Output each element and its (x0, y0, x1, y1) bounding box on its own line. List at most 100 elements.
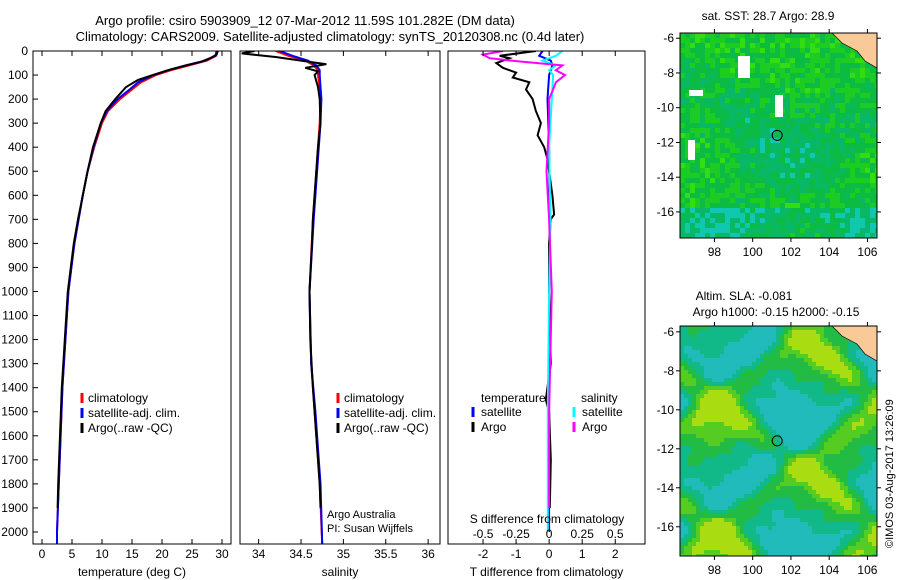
heatmap-cell (720, 68, 725, 73)
heatmap-cell (752, 334, 756, 338)
heatmap-cell (840, 538, 844, 542)
heatmap-cell (736, 542, 740, 546)
series-argo-raw-qc- (241, 51, 327, 508)
heatmap-cell (684, 398, 688, 402)
heatmap-cell (730, 53, 735, 58)
heatmap-cell (872, 514, 876, 518)
heatmap-cell (740, 193, 745, 198)
heatmap-cell (796, 366, 800, 370)
heatmap-cell (725, 83, 730, 88)
heatmap-cell (715, 148, 720, 153)
heatmap-cell (708, 426, 712, 430)
heatmap-cell (780, 490, 784, 494)
heatmap-cell (760, 223, 765, 228)
heatmap-cell (720, 58, 725, 63)
heatmap-cell (796, 358, 800, 362)
heatmap-cell (812, 470, 816, 474)
heatmap-cell (845, 73, 850, 78)
heatmap-cell (865, 183, 870, 188)
heatmap-cell (820, 394, 824, 398)
heatmap-cell (710, 78, 715, 83)
heatmap-cell (744, 442, 748, 446)
heatmap-cell (800, 430, 804, 434)
heatmap-cell (700, 148, 705, 153)
heatmap-cell (804, 446, 808, 450)
heatmap-cell (824, 334, 828, 338)
heatmap-cell (728, 414, 732, 418)
heatmap-cell (784, 466, 788, 470)
heatmap-cell (785, 93, 790, 98)
heatmap-cell (745, 188, 750, 193)
heatmap-cell (856, 498, 860, 502)
heatmap-cell (788, 458, 792, 462)
heatmap-cell (776, 474, 780, 478)
heatmap-cell (708, 466, 712, 470)
heatmap-cell (784, 430, 788, 434)
heatmap-cell (690, 193, 695, 198)
heatmap-cell (695, 143, 700, 148)
heatmap-cell (860, 203, 865, 208)
heatmap-cell (832, 494, 836, 498)
heatmap-cell (812, 382, 816, 386)
heatmap-cell (710, 163, 715, 168)
heatmap-cell (704, 402, 708, 406)
heatmap-cell (720, 233, 725, 238)
heatmap-cell (816, 390, 820, 394)
heatmap-cell (788, 494, 792, 498)
heatmap-cell (792, 434, 796, 438)
heatmap-cell (836, 358, 840, 362)
heatmap-cell (872, 506, 876, 510)
heatmap-cell (790, 33, 795, 38)
heatmap-cell (725, 178, 730, 183)
heatmap-cell (736, 442, 740, 446)
heatmap-cell (760, 402, 764, 406)
heatmap-cell (810, 228, 815, 233)
heatmap-cell (796, 354, 800, 358)
heatmap-cell (745, 33, 750, 38)
heatmap-cell (735, 188, 740, 193)
heatmap-cell (740, 382, 744, 386)
heatmap-cell (760, 430, 764, 434)
heatmap-cell (810, 133, 815, 138)
heatmap-cell (680, 398, 684, 402)
heatmap-cell (768, 518, 772, 522)
heatmap-cell (785, 108, 790, 113)
heatmap-cell (756, 382, 760, 386)
heatmap-cell (785, 183, 790, 188)
heatmap-cell (868, 422, 872, 426)
heatmap-cell (780, 486, 784, 490)
heatmap-cell (732, 470, 736, 474)
heatmap-cell (692, 498, 696, 502)
heatmap-cell (820, 422, 824, 426)
heatmap-cell (820, 78, 825, 83)
heatmap-cell (696, 494, 700, 498)
heatmap-cell (796, 462, 800, 466)
heatmap-cell (825, 108, 830, 113)
heatmap-cell (750, 173, 755, 178)
heatmap-cell (745, 133, 750, 138)
heatmap-cell (795, 168, 800, 173)
heatmap-cell (860, 73, 865, 78)
heatmap-cell (708, 502, 712, 506)
heatmap-cell (760, 198, 765, 203)
heatmap-cell (752, 374, 756, 378)
heatmap-cell (772, 446, 776, 450)
heatmap-cell (732, 362, 736, 366)
heatmap-cell (852, 398, 856, 402)
heatmap-cell (860, 470, 864, 474)
heatmap-cell (684, 462, 688, 466)
heatmap-cell (712, 470, 716, 474)
heatmap-cell (816, 538, 820, 542)
heatmap-cell (680, 418, 684, 422)
heatmap-cell (805, 53, 810, 58)
heatmap-cell (680, 506, 684, 510)
heatmap-cell (872, 446, 876, 450)
heatmap-cell (688, 338, 692, 342)
heatmap-cell (840, 148, 845, 153)
heatmap-cell (690, 38, 695, 43)
heatmap-cell (772, 546, 776, 550)
heatmap-cell (844, 390, 848, 394)
heatmap-cell (835, 78, 840, 83)
heatmap-cell (780, 462, 784, 466)
heatmap-cell (788, 366, 792, 370)
